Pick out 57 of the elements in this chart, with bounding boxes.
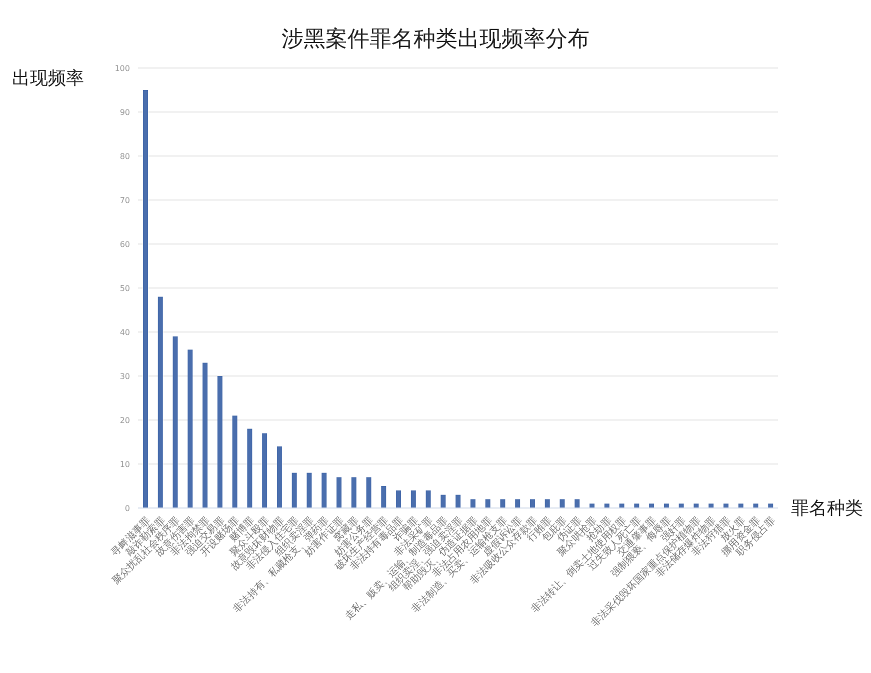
chart-title: 涉黑案件罪名种类出现频率分布 bbox=[280, 26, 590, 54]
bar bbox=[188, 350, 193, 508]
bar bbox=[336, 477, 342, 508]
bar bbox=[410, 490, 416, 508]
bar bbox=[232, 416, 238, 508]
bar bbox=[485, 499, 490, 508]
bar bbox=[247, 428, 252, 508]
y-tick-label: 50 bbox=[120, 284, 130, 293]
y-tick-label: 30 bbox=[120, 372, 130, 381]
y-tick-label: 10 bbox=[120, 460, 130, 469]
bar bbox=[753, 504, 758, 508]
bar bbox=[440, 494, 446, 508]
bar bbox=[604, 504, 610, 508]
bar bbox=[351, 477, 356, 508]
bar bbox=[470, 499, 476, 508]
bar bbox=[768, 504, 774, 508]
bar bbox=[634, 504, 640, 508]
bar bbox=[172, 336, 178, 508]
bar bbox=[664, 504, 669, 508]
y-tick-label: 20 bbox=[120, 416, 130, 425]
bar bbox=[649, 504, 654, 508]
y-tick-label: 70 bbox=[120, 196, 130, 205]
bar bbox=[366, 477, 372, 508]
bar bbox=[426, 490, 431, 508]
bar bbox=[262, 433, 268, 508]
bar bbox=[396, 490, 402, 508]
bar bbox=[276, 446, 282, 508]
y-tick-label: 90 bbox=[120, 108, 130, 117]
bar bbox=[738, 504, 744, 508]
bar bbox=[708, 504, 714, 508]
y-tick-label: 0 bbox=[124, 504, 130, 513]
bar bbox=[322, 472, 327, 508]
bar bbox=[619, 504, 624, 508]
y-tick-label: 60 bbox=[120, 240, 130, 249]
bar bbox=[678, 504, 684, 508]
y-tick-label: 40 bbox=[120, 328, 130, 337]
bar bbox=[590, 504, 595, 508]
bar bbox=[500, 499, 506, 508]
bar bbox=[694, 504, 699, 508]
y-tick-label: 100 bbox=[114, 64, 130, 73]
bar bbox=[306, 472, 312, 508]
bar bbox=[515, 499, 520, 508]
bar bbox=[560, 499, 565, 508]
bar bbox=[292, 472, 297, 508]
y-tick-label: 80 bbox=[120, 152, 130, 161]
bar bbox=[456, 494, 461, 508]
y-axis-title: 出现频率 bbox=[12, 67, 84, 90]
bar bbox=[530, 499, 535, 508]
x-axis-title: 罪名种类 bbox=[791, 497, 863, 520]
bar bbox=[158, 296, 163, 508]
bar bbox=[202, 362, 208, 508]
bar bbox=[217, 376, 222, 508]
bar bbox=[723, 504, 728, 508]
bar bbox=[544, 499, 550, 508]
bar bbox=[143, 90, 148, 508]
bar bbox=[574, 499, 580, 508]
bar bbox=[381, 486, 386, 508]
